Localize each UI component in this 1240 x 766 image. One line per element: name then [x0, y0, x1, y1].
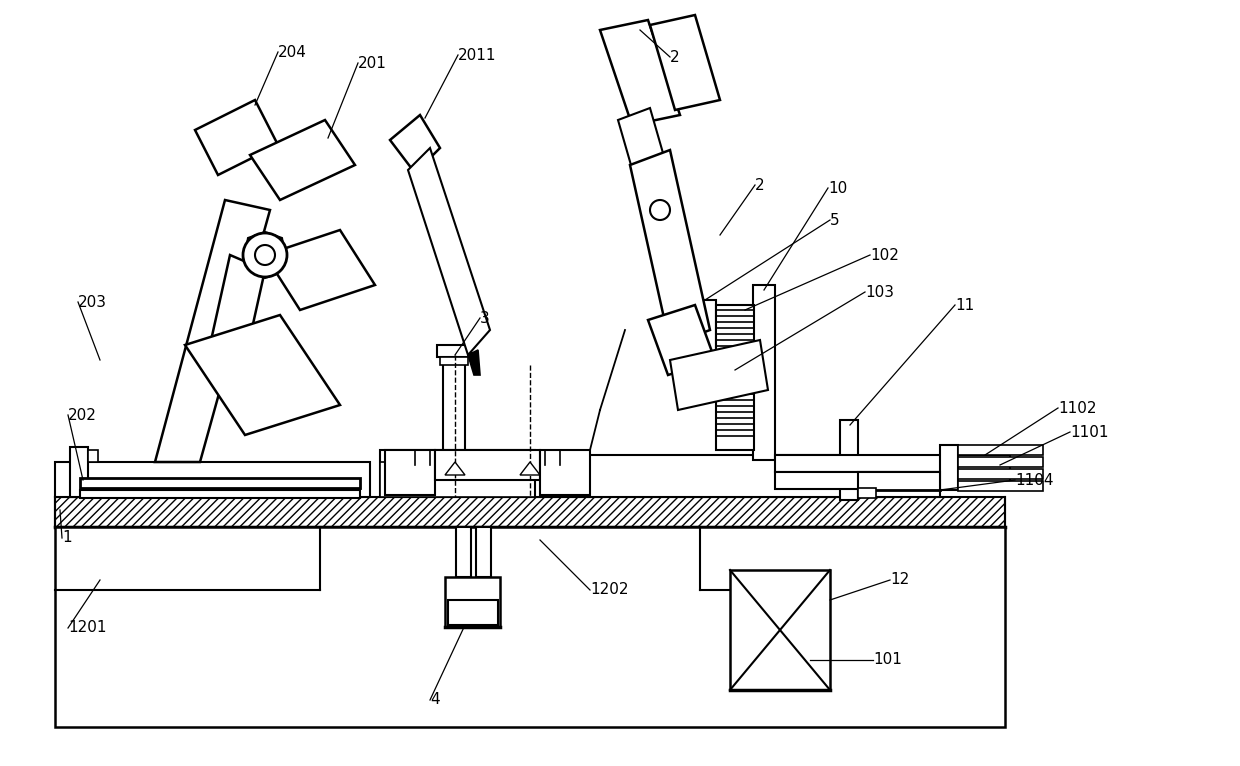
- Bar: [81, 478, 360, 488]
- Polygon shape: [445, 462, 465, 475]
- Bar: [435, 450, 539, 480]
- Bar: [379, 450, 534, 497]
- Text: 1201: 1201: [68, 620, 107, 636]
- Bar: [959, 481, 1043, 491]
- Bar: [839, 420, 858, 500]
- Text: 5: 5: [830, 212, 839, 228]
- Text: 1: 1: [62, 531, 72, 545]
- Bar: [88, 450, 98, 462]
- Text: 4: 4: [430, 692, 440, 708]
- Text: 2: 2: [755, 178, 765, 192]
- Bar: [69, 447, 88, 497]
- Polygon shape: [618, 108, 665, 172]
- Bar: [858, 472, 940, 497]
- Text: 202: 202: [68, 408, 97, 423]
- Bar: [379, 462, 534, 497]
- Bar: [753, 285, 775, 460]
- Polygon shape: [650, 15, 720, 110]
- Polygon shape: [195, 100, 278, 175]
- Text: 12: 12: [890, 572, 909, 588]
- Text: 1102: 1102: [1058, 401, 1096, 415]
- Bar: [443, 350, 465, 450]
- Text: 103: 103: [866, 284, 894, 300]
- Text: 204: 204: [278, 44, 306, 60]
- Bar: [436, 345, 471, 357]
- Polygon shape: [210, 255, 265, 360]
- Bar: [534, 455, 844, 497]
- Text: 102: 102: [870, 247, 899, 263]
- Polygon shape: [670, 340, 768, 410]
- Bar: [55, 462, 370, 497]
- Text: 101: 101: [873, 653, 901, 667]
- Polygon shape: [649, 305, 715, 375]
- Bar: [55, 497, 1004, 527]
- Text: 11: 11: [955, 297, 975, 313]
- Polygon shape: [630, 150, 711, 345]
- Bar: [775, 455, 1011, 472]
- Bar: [81, 490, 360, 498]
- Polygon shape: [408, 148, 490, 355]
- Text: 1101: 1101: [1070, 424, 1109, 440]
- Polygon shape: [155, 200, 270, 462]
- Text: 10: 10: [828, 181, 847, 195]
- Bar: [384, 450, 435, 495]
- Bar: [698, 300, 715, 390]
- Text: 201: 201: [358, 55, 387, 70]
- Bar: [775, 472, 1011, 489]
- Polygon shape: [391, 115, 440, 173]
- Circle shape: [650, 200, 670, 220]
- Bar: [940, 445, 959, 490]
- Polygon shape: [246, 232, 285, 278]
- Polygon shape: [265, 230, 374, 310]
- Bar: [959, 445, 1043, 455]
- Text: 2: 2: [670, 50, 680, 64]
- Bar: [456, 527, 471, 577]
- Polygon shape: [250, 120, 355, 200]
- Bar: [539, 450, 590, 495]
- Bar: [959, 469, 1043, 479]
- Text: 1202: 1202: [590, 582, 629, 597]
- Circle shape: [255, 245, 275, 265]
- Bar: [715, 305, 754, 450]
- Polygon shape: [520, 462, 539, 475]
- Text: 2011: 2011: [458, 47, 496, 63]
- Bar: [448, 600, 498, 625]
- Bar: [476, 527, 491, 577]
- Text: 1104: 1104: [1016, 473, 1054, 487]
- Circle shape: [243, 233, 286, 277]
- Bar: [959, 457, 1043, 467]
- Text: 3: 3: [480, 310, 490, 326]
- Bar: [858, 488, 875, 498]
- Bar: [730, 570, 830, 690]
- Polygon shape: [467, 350, 480, 375]
- Bar: [445, 577, 500, 627]
- Polygon shape: [600, 20, 680, 125]
- Text: 203: 203: [78, 294, 107, 309]
- Polygon shape: [185, 315, 340, 435]
- Bar: [55, 527, 1004, 727]
- Bar: [440, 357, 467, 365]
